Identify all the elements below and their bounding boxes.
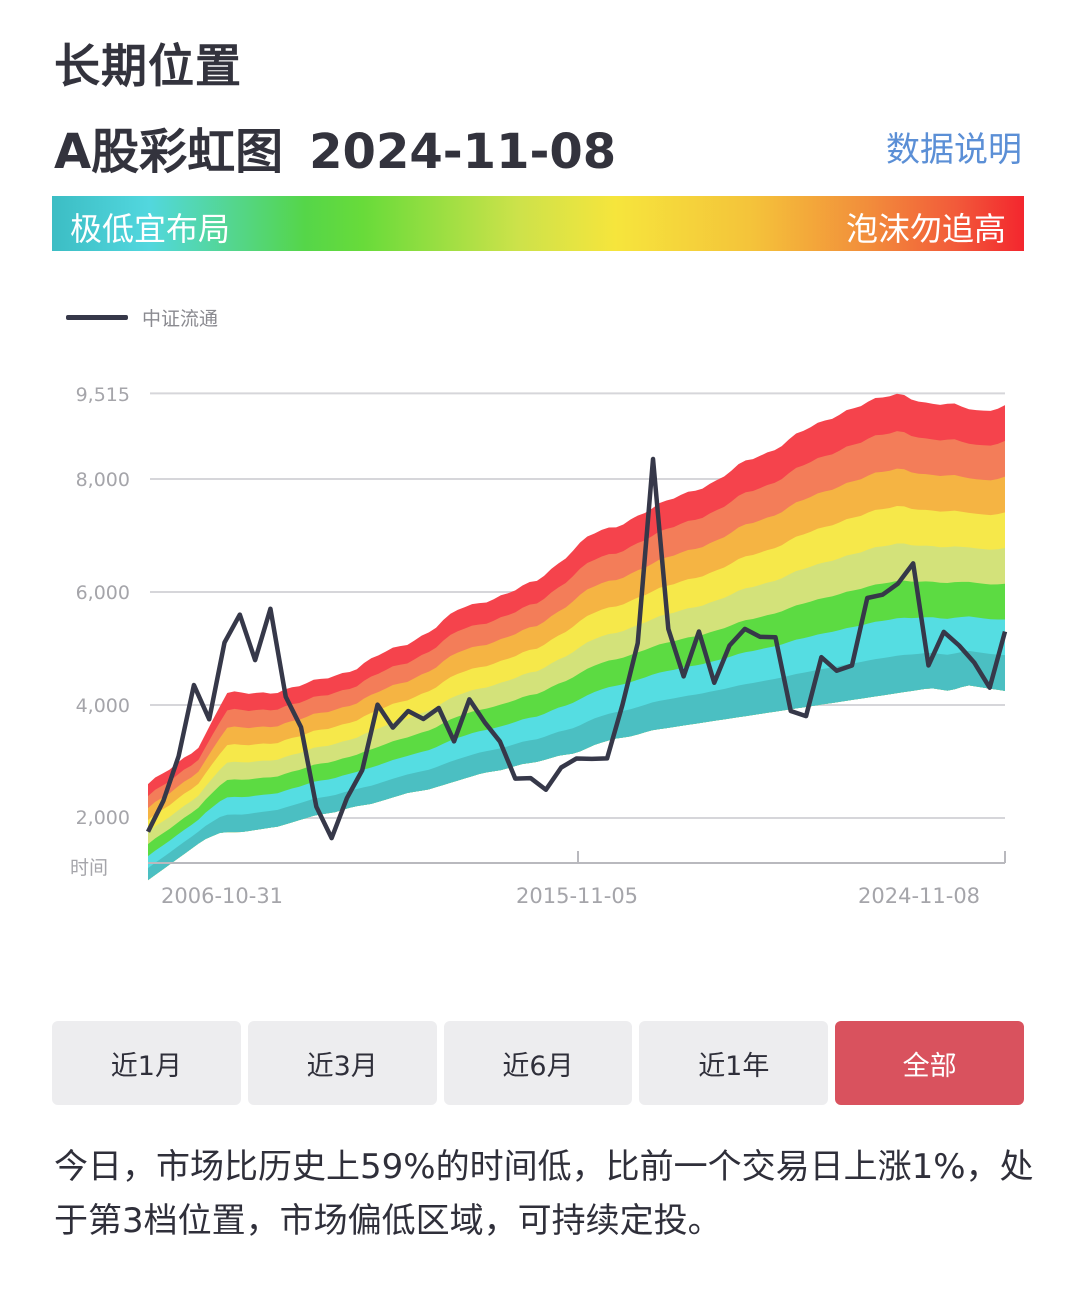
chart-date: 2024-11-08 — [309, 124, 617, 180]
low-zone-label: 极低宜布局 — [70, 210, 231, 248]
range-1y-button[interactable]: 近1年 — [639, 1021, 829, 1105]
range-all-button[interactable]: 全部 — [835, 1021, 1024, 1105]
x-tick-label: 2015-11-05 — [516, 884, 639, 908]
chart-title: A股彩虹图 2024-11-08 — [54, 112, 616, 182]
y-tick-label: 4,000 — [75, 695, 130, 717]
valuation-gradient-bar: 极低宜布局 泡沫勿追高 — [52, 196, 1024, 251]
range-6m-button[interactable]: 近6月 — [443, 1021, 633, 1105]
y-tick-label: 2,000 — [75, 807, 130, 829]
range-1m-button[interactable]: 近1月 — [52, 1021, 241, 1105]
range-3m-button[interactable]: 近3月 — [247, 1021, 437, 1105]
rainbow-chart[interactable]: 9,515 8,000 6,000 4,000 2,000 时间 2006-10… — [0, 370, 1080, 930]
chart-legend[interactable]: 中证流通 — [66, 304, 218, 331]
data-note-link[interactable]: 数据说明 — [886, 130, 1022, 170]
y-tick-label: 8,000 — [75, 469, 130, 491]
section-title: 长期位置 — [54, 39, 242, 93]
x-axis-title: 时间 — [70, 857, 109, 879]
high-zone-label: 泡沫勿追高 — [845, 210, 1006, 248]
x-tick-label: 2024-11-08 — [858, 884, 981, 908]
time-range-selector: 近1月 近3月 近6月 近1年 全部 — [52, 1021, 1024, 1105]
x-tick-label: 2006-10-31 — [161, 884, 284, 908]
legend-line-swatch — [66, 315, 128, 320]
y-tick-label: 6,000 — [75, 582, 130, 604]
y-tick-label: 9,515 — [75, 384, 130, 406]
market-summary-text: 今日，市场比历史上59%的时间低，比前一个交易日上涨1%，处于第3档位置，市场偏… — [54, 1147, 1034, 1241]
legend-series-label: 中证流通 — [142, 308, 219, 330]
chart-plot-area — [145, 392, 1008, 881]
chart-title-text: A股彩虹图 — [54, 124, 284, 180]
